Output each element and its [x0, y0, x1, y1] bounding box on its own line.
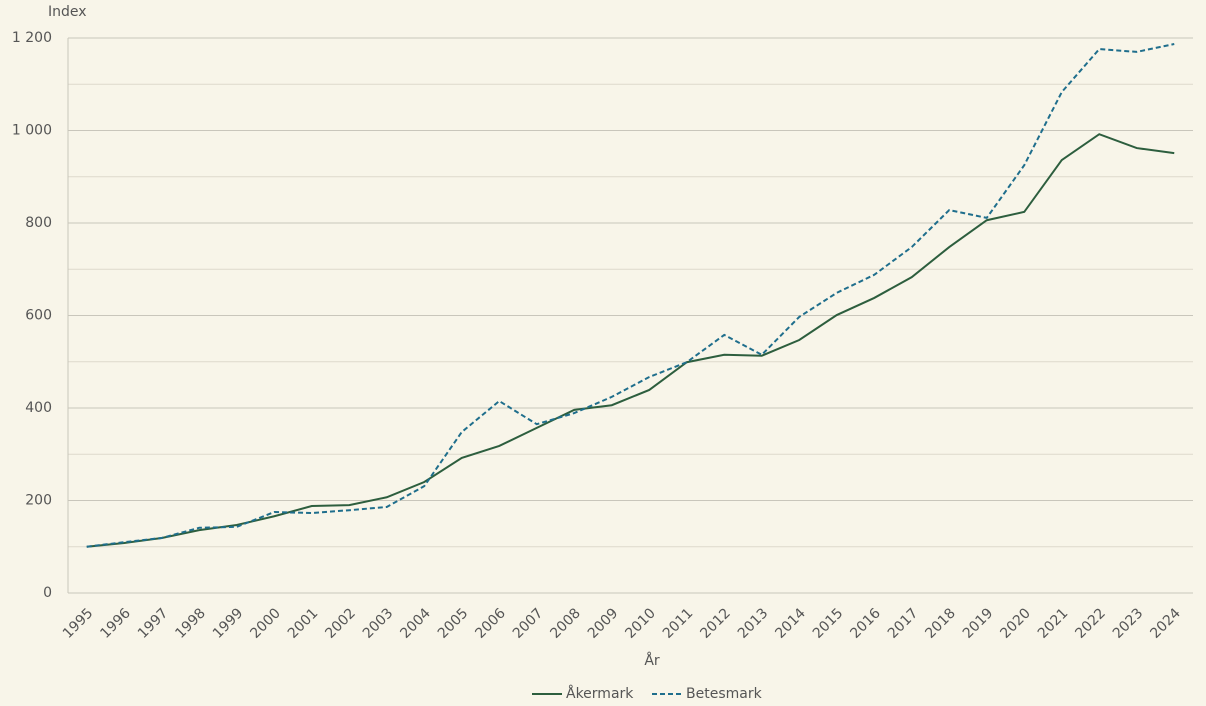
- y-tick-label: 400: [25, 400, 52, 416]
- y-tick-label: 1 000: [12, 123, 52, 139]
- line-series: [86, 43, 1175, 548]
- x-tick-label: 2009: [585, 605, 622, 642]
- legend-label: Åkermark: [566, 685, 634, 702]
- x-tick-label: 2012: [697, 605, 734, 642]
- x-tick-label: 2024: [1147, 605, 1184, 642]
- y-tick-label: 600: [25, 308, 52, 324]
- x-tick-label: 2010: [622, 605, 659, 642]
- x-tick-label: 2021: [1035, 605, 1072, 642]
- y-tick-label: 800: [25, 215, 52, 231]
- y-axis-label: Index: [48, 4, 87, 20]
- x-tick-label: 1998: [172, 605, 209, 642]
- x-tick-label: 2020: [997, 605, 1034, 642]
- line-series: [86, 133, 1175, 548]
- x-tick-label: 2023: [1110, 605, 1147, 642]
- x-tick-label: 2000: [247, 605, 284, 642]
- x-tick-label: 2004: [397, 605, 434, 642]
- y-tick-label: 1 200: [12, 30, 52, 46]
- x-tick-label: 2008: [547, 605, 584, 642]
- x-tick-label: 2017: [885, 605, 922, 642]
- x-axis-label: År: [644, 652, 660, 669]
- x-tick-label: 2007: [510, 605, 547, 642]
- x-tick-label: 2018: [922, 605, 959, 642]
- x-tick-label: 1997: [135, 605, 172, 642]
- y-tick-label: 200: [25, 493, 52, 509]
- x-tick-label: 2002: [322, 605, 359, 642]
- x-tick-label: 1995: [60, 605, 97, 642]
- x-tick-label: 1999: [210, 605, 247, 642]
- legend-label: Betesmark: [686, 686, 763, 702]
- x-tick-label: 2022: [1072, 605, 1109, 642]
- x-tick-label: 2006: [472, 605, 509, 642]
- x-tick-label: 2013: [735, 605, 772, 642]
- x-tick-label: 2005: [435, 605, 472, 642]
- x-tick-label: 2015: [810, 605, 847, 642]
- x-tick-label: 2019: [960, 605, 997, 642]
- x-tick-label: 2003: [360, 605, 397, 642]
- x-tick-label: 2014: [772, 605, 809, 642]
- x-tick-label: 1996: [97, 605, 134, 642]
- x-tick-label: 2011: [660, 605, 697, 642]
- y-tick-label: 0: [43, 585, 52, 601]
- x-tick-label: 2016: [847, 605, 884, 642]
- x-tick-label: 2001: [285, 605, 322, 642]
